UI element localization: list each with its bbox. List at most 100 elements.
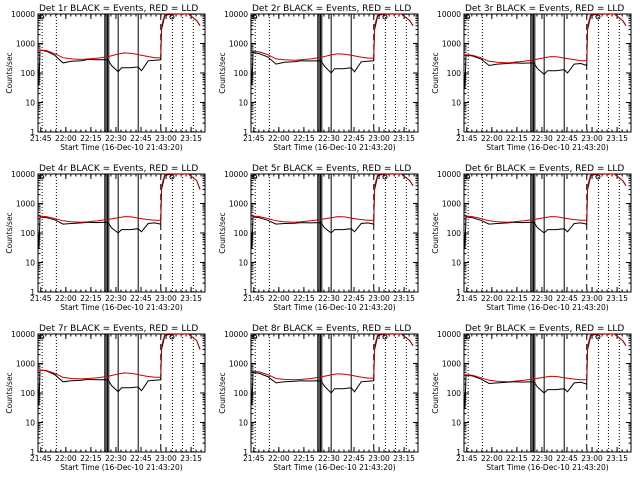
x-tick-label: 22:30	[105, 294, 127, 303]
x-tick-label: 22:30	[531, 454, 553, 463]
x-tick-label: 21:45	[243, 454, 265, 463]
y-tick-label: 10000	[224, 170, 248, 179]
x-tick-label: 22:00	[55, 294, 77, 303]
plot-frame	[250, 333, 419, 453]
y-tick-label: 1	[243, 128, 248, 137]
series-line-lld	[38, 334, 201, 380]
y-tick-label: 10	[238, 99, 248, 108]
x-axis-label: Start Time (16-Dec-10 21:43:20)	[486, 463, 608, 472]
y-tick-label: 1000	[229, 360, 248, 369]
saturation-marker	[169, 14, 175, 20]
series-line-lld	[464, 174, 627, 223]
x-tick-label: 21:45	[456, 294, 478, 303]
plot-title: Det 8r BLACK = Events, RED = LLD	[252, 324, 411, 334]
x-tick-label: 21:45	[243, 294, 265, 303]
x-tick-label: 22:00	[481, 294, 503, 303]
y-tick-label: 100	[21, 229, 36, 238]
x-tick-label: 22:00	[268, 134, 290, 143]
y-axis-label: Counts/sec	[5, 372, 14, 413]
plot-frame	[37, 13, 206, 133]
y-tick-label: 1000	[16, 40, 35, 49]
series-line-events	[464, 174, 627, 249]
x-tick-label: 22:15	[293, 134, 315, 143]
x-tick-label: 21:45	[30, 134, 52, 143]
y-tick-label: 10	[25, 419, 35, 428]
y-tick-label: 1000	[16, 200, 35, 209]
y-tick-label: 1000	[229, 40, 248, 49]
x-tick-label: 22:30	[318, 294, 340, 303]
y-tick-label: 1000	[229, 200, 248, 209]
x-tick-label: 22:15	[506, 294, 528, 303]
series-line-lld	[464, 14, 627, 64]
y-tick-label: 100	[447, 229, 462, 238]
saturation-marker	[382, 14, 388, 20]
saturation-marker	[382, 334, 388, 340]
y-tick-label: 1	[30, 128, 35, 137]
x-tick-label: 23:15	[606, 454, 628, 463]
x-tick-label: 22:00	[268, 294, 290, 303]
x-tick-label: 23:15	[393, 294, 415, 303]
x-tick-label: 21:45	[456, 454, 478, 463]
x-axis-label: Start Time (16-Dec-10 21:43:20)	[60, 143, 182, 152]
saturation-marker	[595, 174, 601, 180]
x-tick-label: 22:45	[343, 294, 365, 303]
x-tick-label: 22:30	[531, 294, 553, 303]
y-tick-label: 10	[238, 419, 248, 428]
y-tick-label: 10	[451, 259, 461, 268]
x-tick-label: 22:30	[318, 454, 340, 463]
plot-title: Det 2r BLACK = Events, RED = LLD	[252, 4, 411, 14]
plot-title: Det 3r BLACK = Events, RED = LLD	[465, 4, 624, 14]
y-tick-label: 1	[30, 288, 35, 297]
x-tick-label: 23:15	[180, 294, 202, 303]
y-tick-label: 100	[21, 69, 36, 78]
x-axis-label: Start Time (16-Dec-10 21:43:20)	[60, 303, 182, 312]
x-tick-label: 22:00	[481, 454, 503, 463]
series-line-events	[251, 14, 414, 85]
x-tick-label: 23:15	[180, 134, 202, 143]
y-tick-label: 10000	[11, 170, 35, 179]
detector-plot-6r: Det 6r BLACK = Events, RED = LLD 1 10 100 10…	[431, 164, 632, 312]
y-axis-label: Counts/sec	[5, 212, 14, 253]
x-tick-label: 22:30	[105, 134, 127, 143]
detector-plot-3r: Det 3r BLACK = Events, RED = LLD 1 10 100 10…	[431, 4, 632, 152]
x-axis-label: Start Time (16-Dec-10 21:43:20)	[486, 143, 608, 152]
y-axis-label: Counts/sec	[431, 212, 440, 253]
series-line-lld	[38, 14, 201, 60]
x-tick-label: 22:30	[318, 134, 340, 143]
x-tick-label: 22:00	[268, 454, 290, 463]
x-tick-label: 22:00	[55, 454, 77, 463]
saturation-marker	[252, 14, 258, 20]
x-tick-label: 23:15	[606, 294, 628, 303]
y-tick-label: 1	[30, 448, 35, 457]
saturation-marker	[39, 334, 45, 340]
y-tick-label: 10000	[224, 10, 248, 19]
saturation-marker	[465, 14, 471, 20]
plot-frame	[463, 333, 632, 453]
x-tick-label: 22:00	[55, 134, 77, 143]
x-tick-label: 22:45	[130, 294, 152, 303]
y-tick-label: 10000	[11, 330, 35, 339]
x-tick-label: 21:45	[243, 134, 265, 143]
y-tick-label: 100	[21, 389, 36, 398]
y-tick-label: 1	[243, 288, 248, 297]
series-line-lld	[251, 174, 414, 223]
series-line-lld	[251, 14, 414, 61]
x-tick-label: 23:00	[368, 134, 390, 143]
saturation-marker	[169, 174, 175, 180]
series-line-lld	[38, 174, 201, 223]
x-tick-label: 23:15	[606, 134, 628, 143]
x-tick-label: 23:00	[155, 134, 177, 143]
saturation-marker	[595, 14, 601, 20]
y-tick-label: 10000	[224, 330, 248, 339]
y-tick-label: 10	[451, 99, 461, 108]
series-line-events	[464, 14, 627, 89]
x-tick-label: 23:15	[393, 454, 415, 463]
y-tick-label: 1	[456, 128, 461, 137]
series-line-events	[464, 334, 627, 409]
detector-plot-5r: Det 5r BLACK = Events, RED = LLD 1 10 100 10…	[218, 164, 419, 312]
y-tick-label: 10000	[437, 170, 461, 179]
saturation-marker	[252, 174, 258, 180]
saturation-marker	[252, 334, 258, 340]
y-tick-label: 100	[447, 69, 462, 78]
